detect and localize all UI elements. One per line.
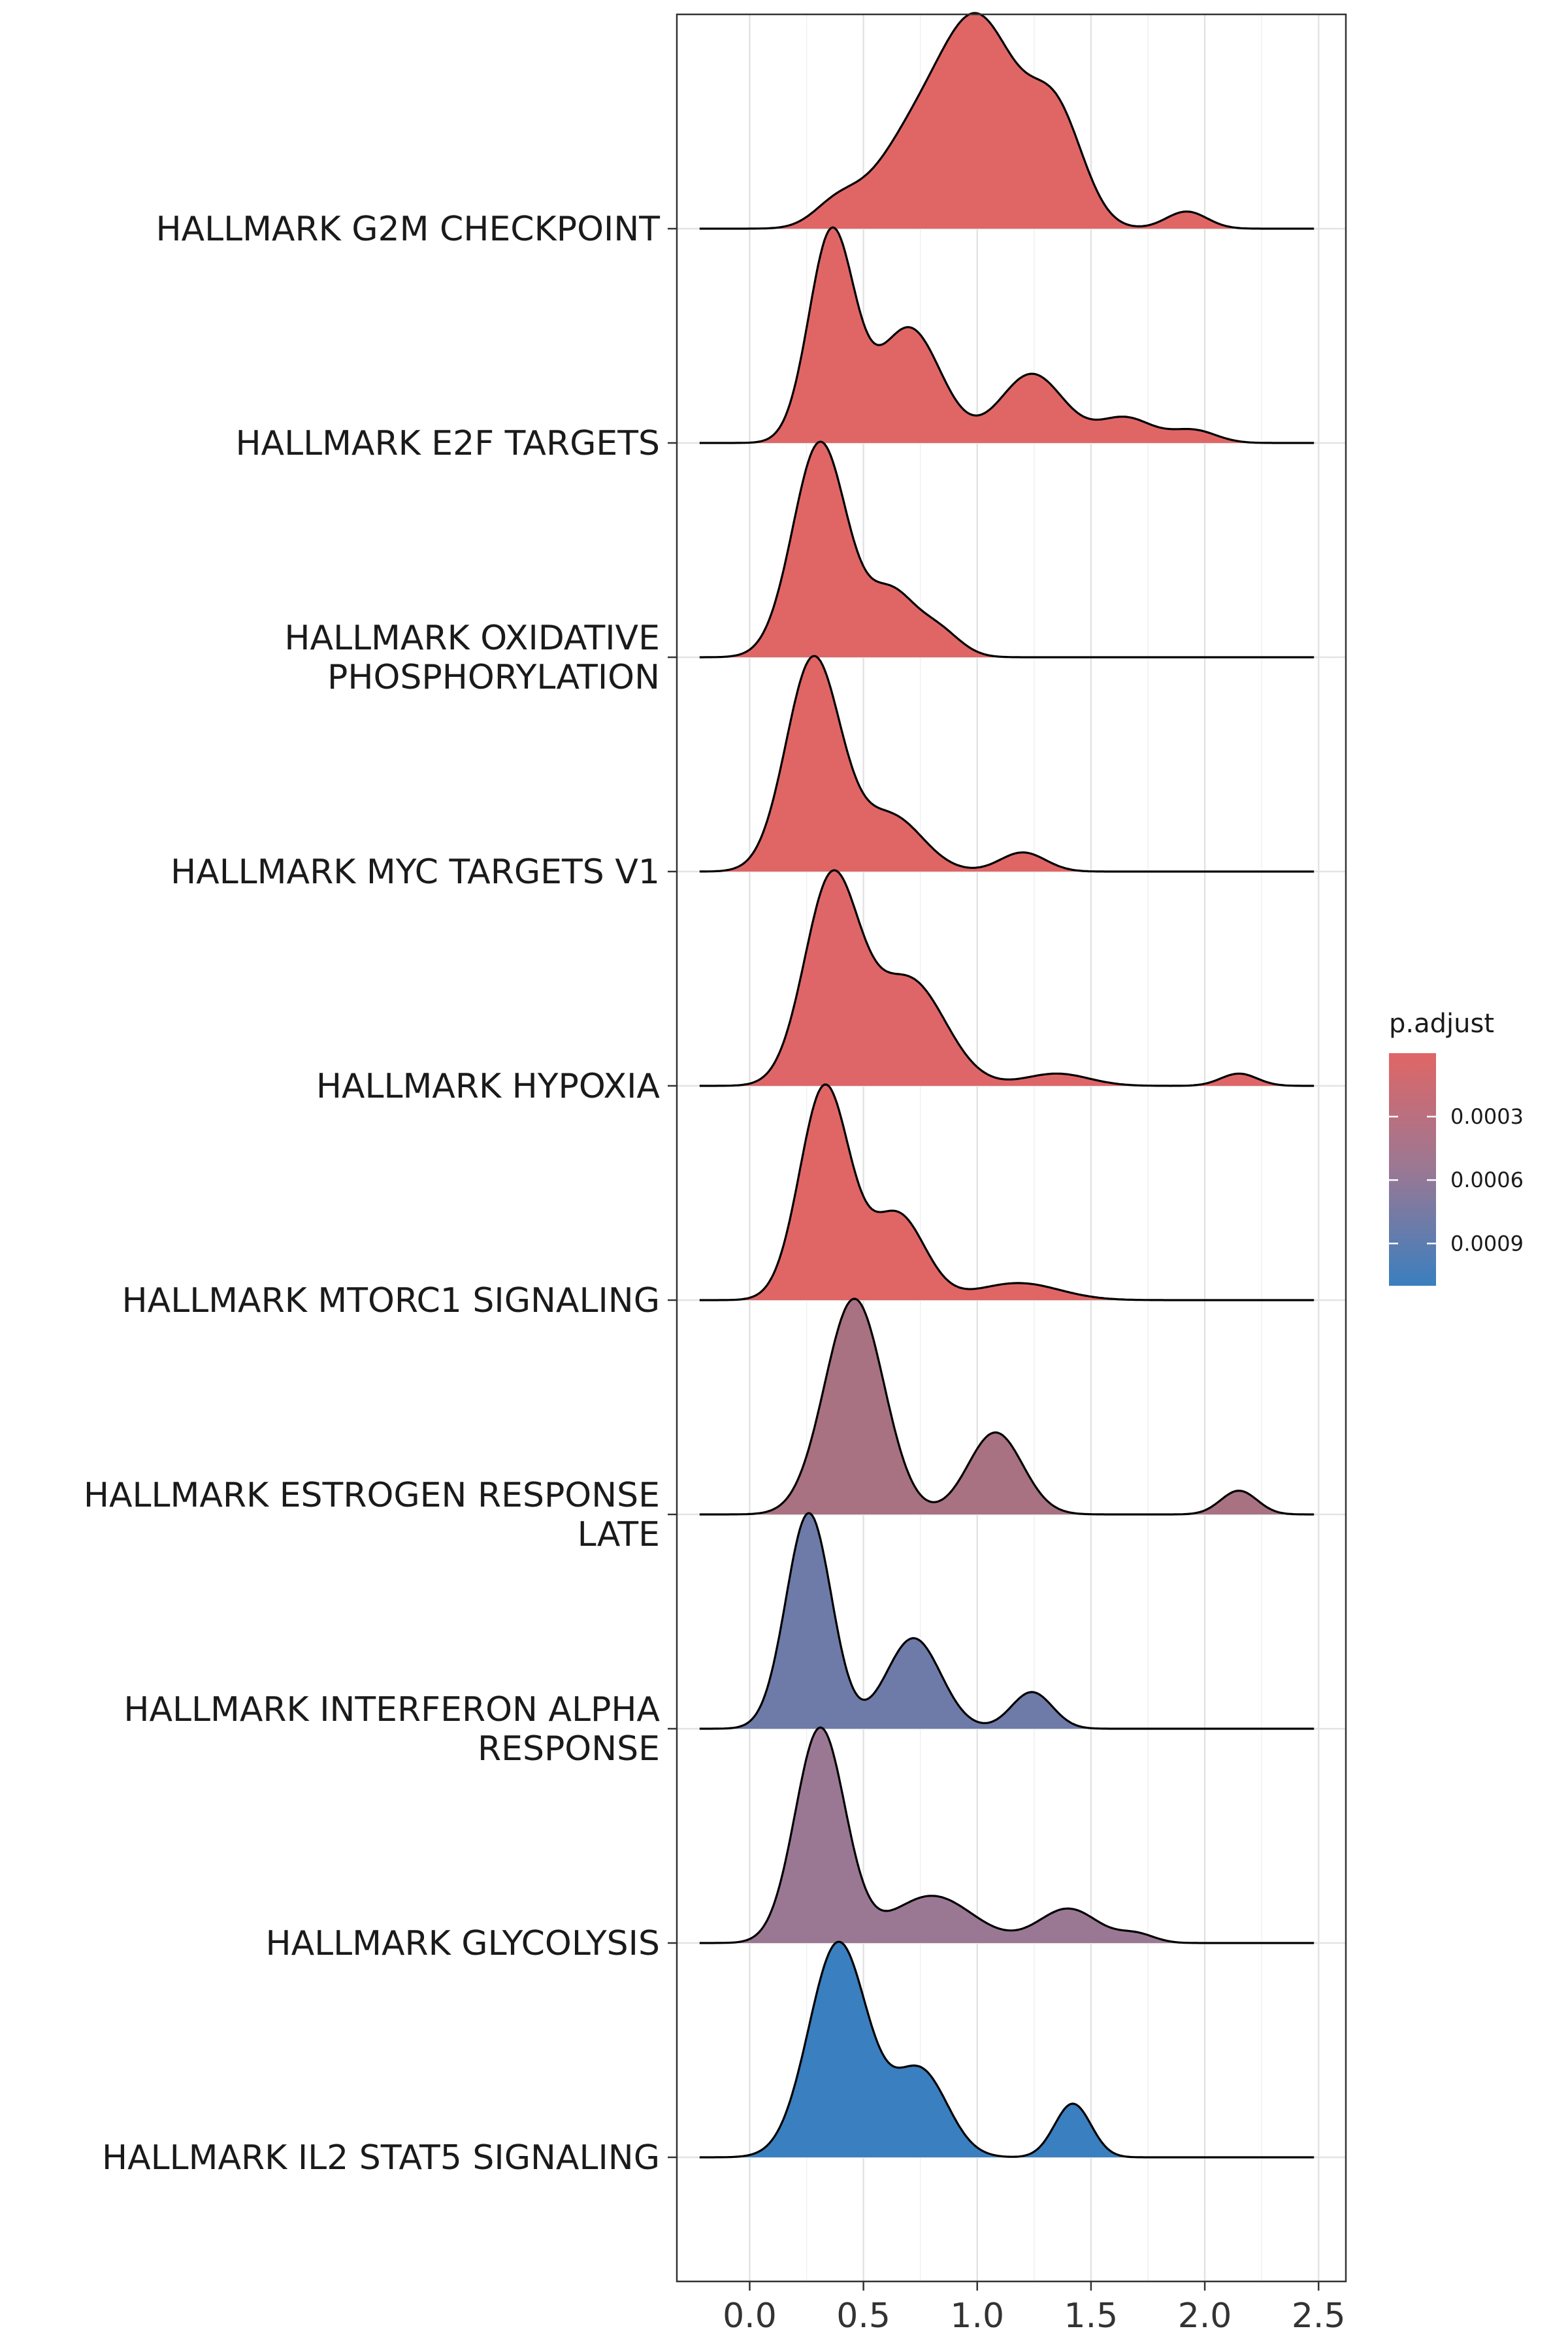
ridge-line-hallmark-glycolysis	[699, 1726, 1315, 1944]
y-tick-label: HALLMARK HYPOXIA	[316, 1067, 661, 1106]
ridge-area-hallmark-e2f-targets	[699, 227, 1315, 443]
x-tick-label: 0.0	[723, 2296, 777, 2336]
legend-colorbar	[1389, 1053, 1436, 1286]
x-tick-label: 1.5	[1064, 2296, 1119, 2336]
ridge-area-hallmark-g2m-checkpoint	[699, 13, 1315, 229]
ridge-line-hallmark-e2f-targets	[699, 226, 1315, 444]
legend-tick-label: 0.0003	[1450, 1104, 1524, 1129]
y-tick-label: HALLMARK IL2 STAT5 SIGNALING	[102, 2138, 660, 2178]
x-tick-label: 2.0	[1178, 2296, 1232, 2336]
ridge-area-hallmark-mtorc1-signaling	[699, 1085, 1315, 1300]
y-tick-label: PHOSPHORYLATION	[327, 658, 660, 697]
legend: p.adjust 0.0003 0.0006 0.0009	[1389, 1009, 1524, 1286]
ridge-line-hallmark-mtorc1-signaling	[699, 1083, 1315, 1301]
y-tick-label: HALLMARK E2F TARGETS	[235, 424, 660, 463]
ridge-line-hallmark-estrogen-response-late	[699, 1298, 1315, 1516]
ridge-area-hallmark-hypoxia	[699, 870, 1315, 1086]
x-tick-label: 1.0	[950, 2296, 1004, 2336]
ridge-line-hallmark-myc-targets-v1	[699, 655, 1315, 873]
y-tick-label: HALLMARK MYC TARGETS V1	[171, 853, 660, 892]
legend-tick-label: 0.0006	[1450, 1168, 1524, 1192]
ridge-area-hallmark-glycolysis	[699, 1727, 1315, 1943]
y-tick-label: HALLMARK OXIDATIVE	[284, 619, 660, 658]
legend-title: p.adjust	[1389, 1009, 1494, 1039]
y-tick-label: RESPONSE	[478, 1729, 660, 1769]
legend-tick-label: 0.0009	[1450, 1231, 1524, 1256]
x-tick-label: 0.5	[836, 2296, 890, 2336]
ridge-line-hallmark-il2-stat5-signaling	[699, 1940, 1315, 2159]
ridge-line-hallmark-oxidative-phosphorylation	[699, 440, 1315, 659]
plot-border	[676, 13, 1347, 2283]
ridge-area-hallmark-myc-targets-v1	[699, 656, 1315, 872]
y-tick-label: HALLMARK GLYCOLYSIS	[265, 1924, 660, 1963]
y-tick-label: HALLMARK ESTROGEN RESPONSE	[84, 1476, 660, 1515]
ridge-line-hallmark-interferon-alpha-response	[699, 1512, 1315, 1730]
y-tick-label: HALLMARK MTORC1 SIGNALING	[122, 1281, 660, 1320]
ridge-line-hallmark-hypoxia	[699, 869, 1315, 1087]
ridge-area-hallmark-oxidative-phosphorylation	[699, 442, 1315, 657]
y-tick-label: HALLMARK G2M CHECKPOINT	[155, 210, 660, 249]
y-tick-label: LATE	[578, 1515, 660, 1554]
y-tick-label: HALLMARK INTERFERON ALPHA	[123, 1690, 660, 1729]
ridge-area-hallmark-il2-stat5-signaling	[699, 1942, 1315, 2157]
ridge-line-hallmark-g2m-checkpoint	[699, 12, 1315, 230]
ridge-area-hallmark-estrogen-response-late	[699, 1299, 1315, 1514]
ridges	[699, 12, 1315, 2159]
axes: HALLMARK G2M CHECKPOINT HALLMARK E2F TARG…	[84, 210, 1346, 2336]
x-tick-label: 2.5	[1292, 2296, 1346, 2336]
